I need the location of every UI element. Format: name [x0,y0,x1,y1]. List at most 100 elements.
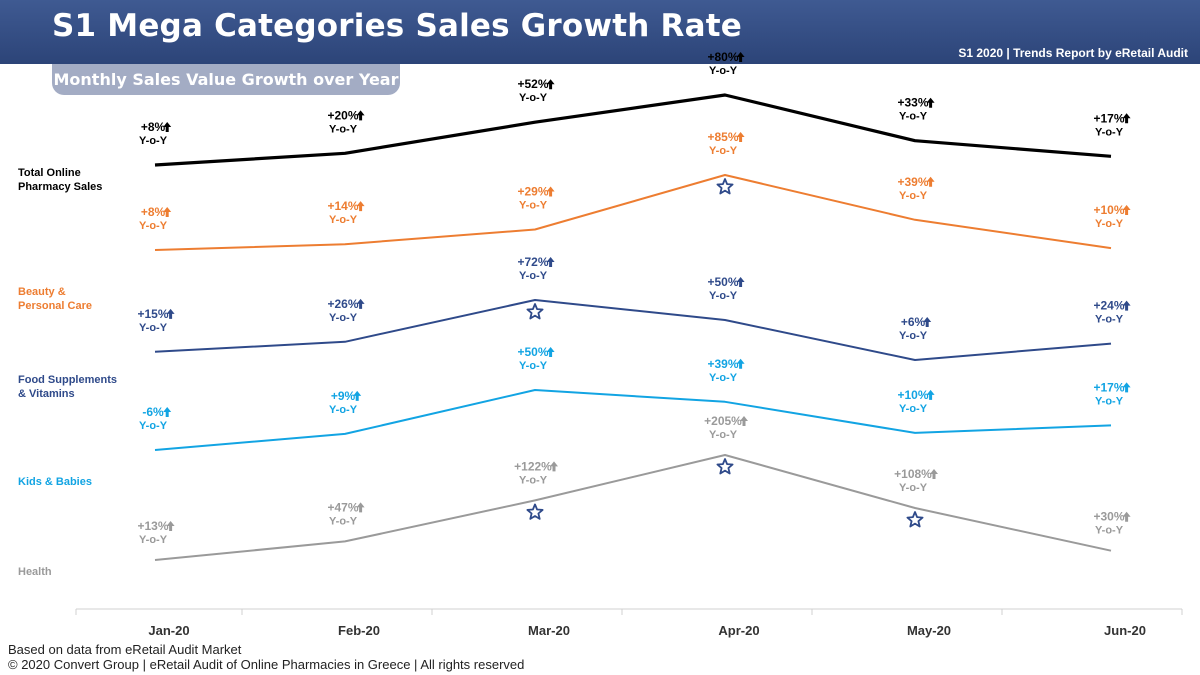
yoy-label: Y-o-Y [329,312,358,324]
yoy-label: Y-o-Y [709,372,738,384]
x-tick-label: Jun-20 [1104,623,1146,638]
series-food-supplements-vitamins: +15%Y-o-Y+26%Y-o-Y+72%Y-o-Y +50%Y-o-Y+6%Y… [18,255,1131,400]
data-label: +14% [327,199,358,213]
arrow-up-icon [1122,300,1131,311]
data-label: +6% [901,315,926,329]
data-label: +17% [1093,380,1124,394]
series-line [154,93,1112,167]
data-label: +72% [517,255,548,269]
series-line [154,389,1112,451]
arrow-up-icon [163,407,172,417]
series-name-label: Health [18,566,52,578]
data-label: +10% [1093,203,1124,217]
data-label: +108% [894,467,932,481]
yoy-label: Y-o-Y [519,200,548,212]
arrow-up-icon [356,502,365,513]
yoy-label: Y-o-Y [899,190,928,202]
yoy-label: Y-o-Y [1095,314,1124,326]
arrow-up-icon [546,186,555,197]
yoy-label: Y-o-Y [899,482,928,494]
data-label: +8% [141,120,166,134]
data-label: +17% [1093,111,1124,125]
arrow-up-icon [736,52,745,62]
data-label: +85% [707,130,738,144]
arrow-up-icon [736,358,745,369]
arrow-up-icon [546,79,555,90]
arrow-up-icon [1122,113,1131,124]
arrow-up-icon [926,176,935,187]
star-icon [716,458,734,475]
yoy-label: Y-o-Y [519,270,548,282]
arrow-up-icon [163,122,172,132]
data-label: +9% [331,389,356,403]
arrow-up-icon [166,308,175,319]
series-name-label: Beauty & [18,286,66,298]
arrow-up-icon [1122,382,1131,393]
arrow-up-icon [1122,205,1131,216]
x-tick-label: May-20 [907,623,951,638]
arrow-up-icon [166,521,175,531]
series-line [154,174,1112,251]
page-title: S1 Mega Categories Sales Growth Rate [52,8,742,44]
yoy-label: Y-o-Y [899,330,928,342]
arrow-up-icon [550,461,558,472]
series-name-label: Food Supplements [18,374,117,386]
arrow-up-icon [546,347,555,357]
yoy-label: Y-o-Y [899,111,928,123]
data-label: +26% [327,297,358,311]
star-icon [526,503,544,520]
source-note: Based on data from eRetail Audit Market [8,642,242,657]
yoy-label: Y-o-Y [139,534,168,546]
data-label: +30% [1093,510,1124,524]
yoy-label: Y-o-Y [139,220,168,232]
arrow-up-icon [356,298,365,309]
data-label: +122% [514,459,552,473]
series-line [154,299,1112,361]
arrow-up-icon [1122,511,1131,522]
yoy-label: Y-o-Y [709,429,738,441]
yoy-label: Y-o-Y [519,474,548,486]
data-label: +47% [327,500,358,514]
data-label: +50% [707,275,738,289]
yoy-label: Y-o-Y [329,214,358,226]
star-icon [526,303,544,320]
data-label: -6% [142,405,164,419]
star-icon [716,178,734,195]
yoy-label: Y-o-Y [329,123,358,135]
arrow-up-icon [353,390,362,401]
arrow-up-icon [546,257,555,267]
series-health: +13%Y-o-Y+47%Y-o-Y+122%Y-o-Y+205%Y-o-Y+1… [18,414,1131,578]
data-label: +39% [897,175,928,189]
series-total-online-pharmacy-sales: +8%Y-o-Y+20%Y-o-Y+52%Y-o-Y+80%Y-o-Y+33%Y… [18,50,1131,193]
chart-subtitle-pill: Monthly Sales Value Growth over Year [52,64,400,95]
series-beauty-personal-care: +8%Y-o-Y+14%Y-o-Y+29%Y-o-Y+85%Y-o-Y+39%Y… [18,130,1131,312]
yoy-label: Y-o-Y [1095,525,1124,537]
yoy-label: Y-o-Y [139,135,168,147]
data-label: +8% [141,205,166,219]
yoy-label: Y-o-Y [1095,218,1124,230]
yoy-label: Y-o-Y [139,420,168,432]
yoy-label: Y-o-Y [899,403,928,415]
header-bar: S1 Mega Categories Sales Growth Rate S1 … [0,0,1200,64]
data-label: +13% [137,519,168,533]
series-name-label: Total Online [18,167,81,179]
arrow-up-icon [356,110,365,121]
yoy-label: Y-o-Y [709,290,738,302]
arrow-up-icon [923,317,932,327]
series-name-label: Personal Care [18,300,92,312]
series-name-label: Pharmacy Sales [18,181,102,193]
data-label: +205% [704,414,742,428]
data-label: +39% [707,357,738,371]
series-name-label: Kids & Babies [18,476,92,488]
yoy-label: Y-o-Y [1095,126,1124,138]
yoy-label: Y-o-Y [329,404,358,416]
arrow-up-icon [736,277,745,287]
arrow-up-icon [926,389,935,400]
data-label: +80% [707,50,738,64]
x-tick-label: Jan-20 [148,623,189,638]
data-label: +15% [137,307,168,321]
arrow-up-icon [736,132,745,142]
x-tick-label: Feb-20 [338,623,380,638]
data-label: +50% [517,345,548,359]
